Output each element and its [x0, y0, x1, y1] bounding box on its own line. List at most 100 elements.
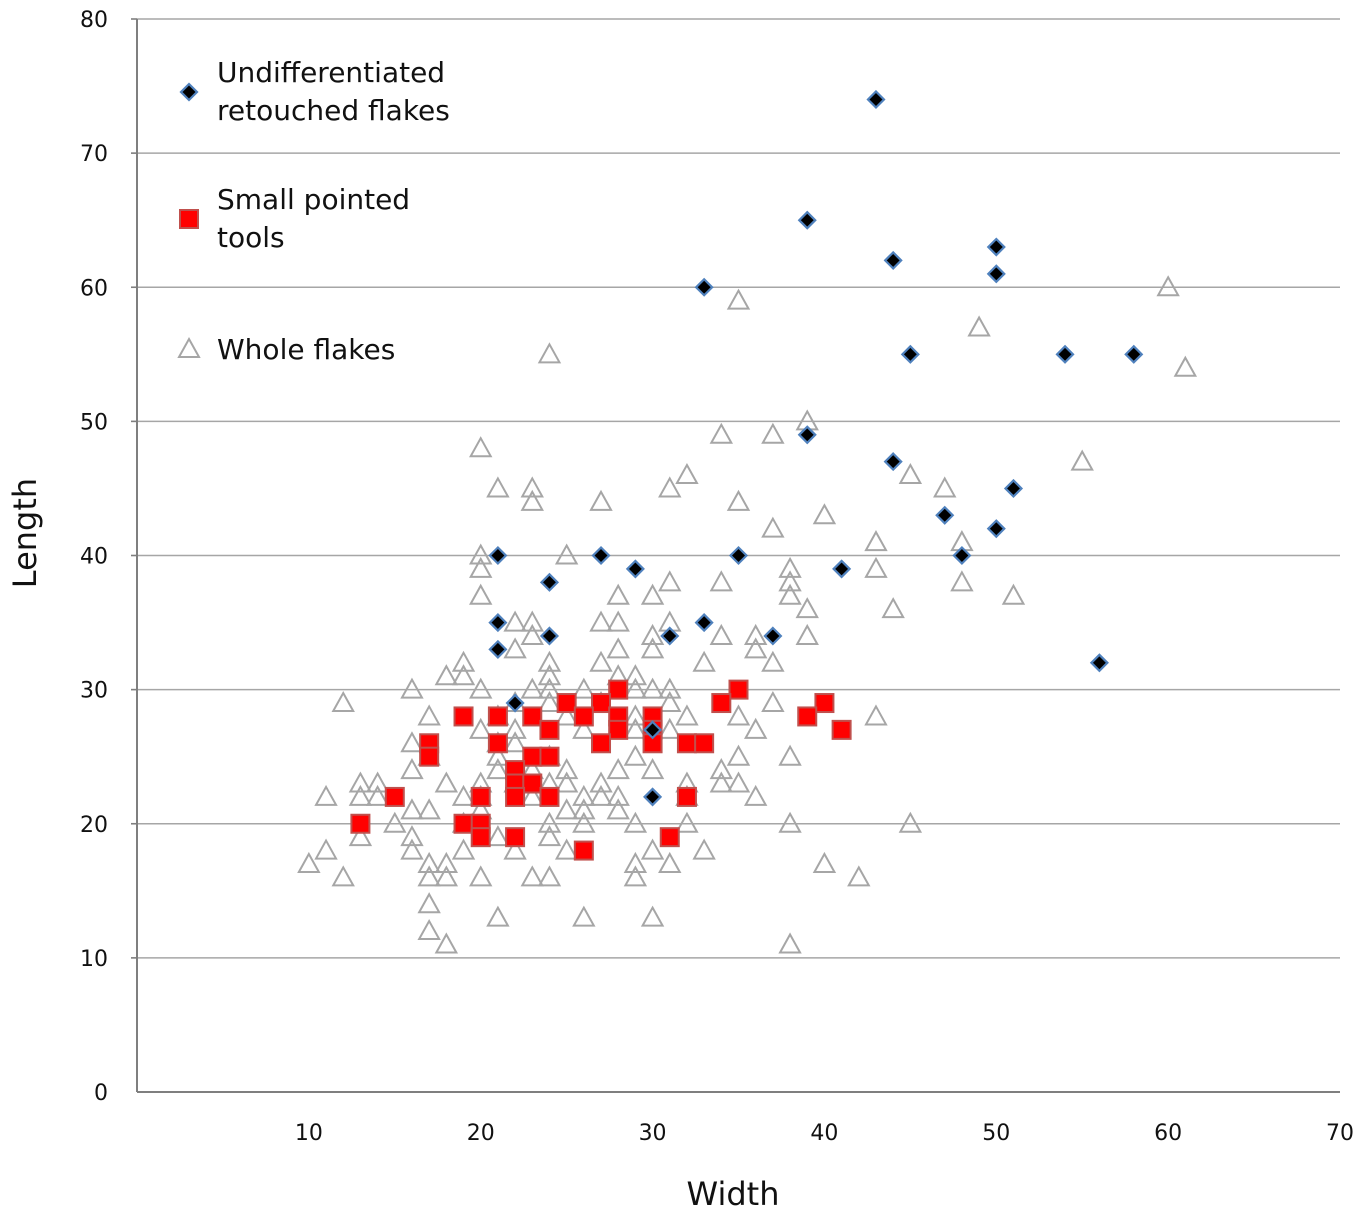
data-point: [778, 583, 802, 605]
gridlines: [137, 18, 1340, 959]
data-point: [537, 664, 562, 686]
data-point: [487, 706, 508, 727]
data-point: [864, 530, 888, 552]
data-point: [297, 851, 321, 873]
data-point: [864, 556, 888, 578]
data-point: [625, 559, 645, 579]
data-point: [348, 784, 373, 806]
data-point: [812, 851, 837, 873]
data-point: [505, 693, 525, 713]
data-point: [658, 677, 682, 699]
data-point: [417, 851, 441, 873]
data-point: [434, 664, 459, 686]
data-point: [365, 771, 390, 793]
data-point: [743, 637, 768, 659]
data-point: [623, 664, 648, 686]
data-point: [572, 717, 596, 739]
data-point: [573, 840, 594, 861]
data-point: [537, 342, 562, 364]
data-point: [1001, 583, 1026, 605]
data-point: [883, 452, 903, 472]
data-point: [503, 637, 527, 659]
data-point: [487, 733, 508, 754]
data-point: [950, 570, 974, 592]
y-tick-label: 60: [80, 276, 108, 301]
data-point: [505, 827, 526, 848]
data-point: [623, 811, 648, 833]
data-point: [486, 744, 510, 766]
data-point: [675, 462, 699, 485]
data-point: [539, 572, 560, 592]
data-point: [952, 545, 972, 566]
data-point: [554, 758, 579, 780]
data-point: [522, 706, 543, 727]
data-point: [520, 476, 544, 498]
data-point: [608, 679, 629, 700]
data-point: [692, 838, 716, 860]
data-point: [417, 918, 441, 941]
data-point: [640, 637, 665, 659]
y-tick-label: 50: [80, 410, 108, 435]
legend-item: Undifferentiated retouched flakes: [179, 56, 450, 127]
data-point: [726, 744, 751, 766]
data-point: [659, 827, 680, 848]
data-point: [606, 758, 630, 780]
data-point: [761, 422, 785, 444]
data-point: [640, 623, 665, 645]
y-tick-label: 10: [80, 947, 108, 972]
data-point: [469, 677, 493, 699]
data-point: [539, 719, 560, 740]
legend-label: tools: [217, 221, 285, 254]
data-point: [900, 344, 920, 364]
data-point: [728, 545, 749, 566]
data-point: [486, 825, 510, 847]
data-point: [488, 613, 508, 633]
data-point: [814, 693, 835, 714]
data-point: [572, 811, 596, 833]
data-point: [709, 758, 734, 780]
y-tick-label: 80: [80, 8, 108, 33]
data-point: [554, 704, 579, 726]
data-point: [537, 865, 562, 887]
data-point: [419, 746, 440, 767]
data-point: [469, 583, 493, 605]
data-point: [866, 89, 886, 110]
data-point: [847, 865, 871, 887]
data-point: [400, 758, 424, 780]
data-point: [763, 626, 783, 646]
data-point: [676, 733, 697, 754]
data-point: [486, 476, 510, 498]
legend-label: Whole flakes: [217, 333, 395, 366]
data-point: [453, 706, 474, 727]
y-tick-label: 0: [94, 1081, 108, 1106]
data-point: [795, 623, 819, 645]
data-point: [933, 476, 957, 498]
data-point: [469, 543, 493, 565]
x-tick-label: 70: [1326, 1121, 1354, 1146]
data-point: [694, 613, 714, 633]
data-point: [522, 746, 543, 767]
data-point: [488, 639, 508, 659]
y-tick-label: 40: [80, 545, 108, 570]
data-point: [676, 786, 697, 807]
data-point: [709, 570, 734, 592]
data-point: [778, 570, 802, 592]
data-point: [623, 677, 648, 699]
data-point: [434, 771, 459, 793]
data-point: [589, 610, 613, 632]
data-point: [486, 758, 510, 780]
data-point: [643, 787, 663, 807]
data-point: [572, 784, 596, 806]
data-point: [643, 720, 663, 740]
data-point: [400, 825, 424, 847]
data-point: [400, 677, 424, 699]
data-point: [591, 693, 612, 714]
data-point: [675, 811, 699, 833]
data-point: [795, 597, 819, 619]
data-point: [728, 679, 749, 700]
y-tick-label: 70: [80, 142, 108, 167]
data-point: [640, 838, 665, 860]
data-point: [469, 717, 493, 739]
data-point: [554, 771, 579, 793]
legend-marker: [177, 336, 201, 358]
